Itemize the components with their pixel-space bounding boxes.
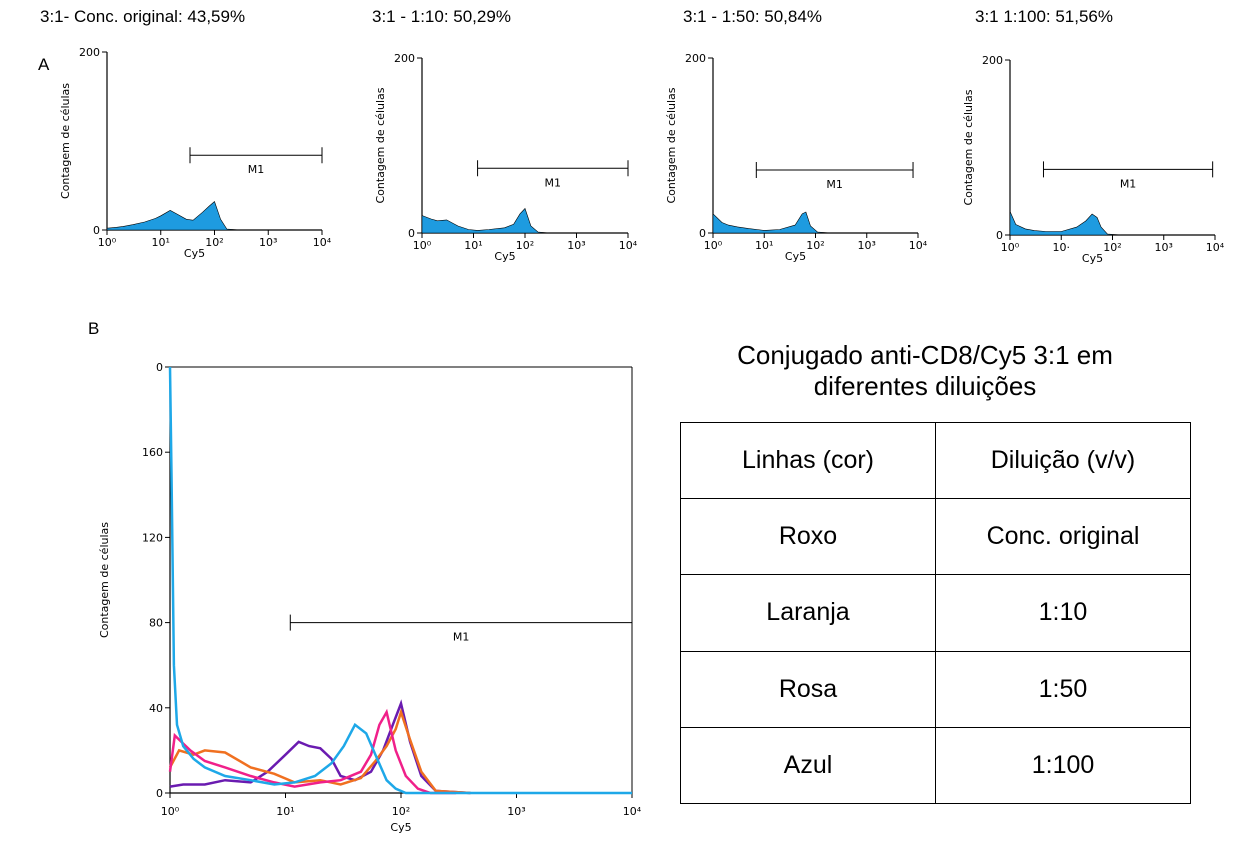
histogram-line xyxy=(168,708,457,795)
cell: 1:100 xyxy=(935,726,1191,805)
y-tick-label: 0 xyxy=(996,229,1003,242)
panel-label: A xyxy=(38,55,50,74)
cell: Roxo xyxy=(680,498,936,576)
cell: Conc. original xyxy=(935,498,1191,576)
y-tick-label: 0 xyxy=(699,227,706,240)
x-tick-label: 10⁴ xyxy=(909,239,928,252)
x-tick-label: 10¹ xyxy=(152,236,170,249)
y-axis-label: Contagem de células xyxy=(98,522,111,638)
y-tick-label: 200 xyxy=(685,52,706,65)
y-tick-label: 200 xyxy=(394,52,415,65)
table-caption: Conjugado anti-CD8/Cy5 3:1 em diferentes… xyxy=(737,340,1113,401)
y-tick-label: 0 xyxy=(93,224,100,237)
x-tick-label: 10² xyxy=(392,805,410,818)
x-tick-label: 10¹ xyxy=(755,239,773,252)
panel-label: B xyxy=(88,319,99,338)
gate-label: M1 xyxy=(1120,177,1137,190)
cell: Rosa xyxy=(680,650,936,728)
histogram-area xyxy=(106,200,322,231)
x-axis-label: Cy5 xyxy=(1082,252,1103,265)
x-tick-label: 10⁴ xyxy=(313,236,332,249)
table-header: Linhas (cor) Diluição (v/v) xyxy=(680,421,1191,500)
table-row: Azul 1:100 xyxy=(680,726,1191,805)
x-tick-label: 10⁰ xyxy=(98,236,117,249)
y-axis-label: Contagem de células xyxy=(59,83,72,199)
y-tick-label: 200 xyxy=(79,46,100,59)
histogram-line xyxy=(168,366,632,795)
gate-label: M1 xyxy=(453,631,470,644)
y-tick-label: 200 xyxy=(982,54,1003,67)
x-tick-label: 10² xyxy=(1103,241,1121,254)
x-axis-label: Cy5 xyxy=(390,821,411,834)
chart-title: 3:1 - 1:10: 50,29% xyxy=(372,7,511,26)
x-tick-label: 10² xyxy=(806,239,824,252)
y-tick-label: 0 xyxy=(408,227,415,240)
chart-title: 3:1 - 1:50: 50,84% xyxy=(683,7,822,26)
gate-label: M1 xyxy=(545,176,562,189)
histogram-line xyxy=(168,708,471,795)
x-tick-label: 10⁴ xyxy=(619,239,638,252)
x-tick-label: 10⁰ xyxy=(161,805,180,818)
y-tick-label: 120 xyxy=(142,531,163,544)
x-tick-label: 10³ xyxy=(259,236,277,249)
cell: 1:50 xyxy=(935,650,1191,728)
table-row: Rosa 1:50 xyxy=(680,650,1191,728)
cell: Laranja xyxy=(680,574,936,652)
x-tick-label: 10³ xyxy=(567,239,585,252)
cell: Azul xyxy=(680,726,936,805)
y-tick-label: 40 xyxy=(149,702,163,715)
x-tick-label: 10⁴ xyxy=(623,805,642,818)
histogram-area xyxy=(421,207,628,234)
x-tick-label: 10¹ xyxy=(276,805,294,818)
legend-table: Linhas (cor) Diluição (v/v) Roxo Conc. ori… xyxy=(680,421,1191,805)
x-axis-label: Cy5 xyxy=(184,247,205,260)
y-axis-label: Contagem de células xyxy=(374,87,387,203)
x-tick-label: 10⁰ xyxy=(704,239,723,252)
y-tick-label: 160 xyxy=(142,446,163,459)
gate-label: M1 xyxy=(826,178,843,191)
x-tick-label: 10² xyxy=(205,236,223,249)
x-tick-label: 10³ xyxy=(1155,241,1173,254)
y-tick-label: 80 xyxy=(149,617,163,630)
y-axis-label: Contagem de células xyxy=(962,89,975,205)
table-row: Laranja 1:10 xyxy=(680,574,1191,652)
chart-title: 3:1 1:100: 51,56% xyxy=(975,7,1113,26)
gate-label: M1 xyxy=(248,163,265,176)
x-axis-label: Cy5 xyxy=(494,250,515,263)
x-tick-label: 10¹ xyxy=(464,239,482,252)
x-tick-label: 10· xyxy=(1053,241,1071,254)
x-tick-label: 10² xyxy=(516,239,534,252)
x-tick-label: 10⁰ xyxy=(413,239,432,252)
x-tick-label: 10³ xyxy=(858,239,876,252)
cell: 1:10 xyxy=(935,574,1191,652)
chart-title: 3:1- Conc. original: 43,59% xyxy=(40,7,245,26)
x-tick-label: 10³ xyxy=(507,805,525,818)
histogram-area xyxy=(1009,211,1215,236)
x-tick-label: 10⁴ xyxy=(1206,241,1225,254)
x-tick-label: 10⁰ xyxy=(1001,241,1020,254)
histogram-area xyxy=(712,211,918,234)
table-row: Roxo Conc. original xyxy=(680,498,1191,576)
x-axis-label: Cy5 xyxy=(785,250,806,263)
y-axis-label: Contagem de células xyxy=(665,87,678,203)
header-cell: Linhas (cor) xyxy=(680,421,936,500)
header-cell: Diluição (v/v) xyxy=(935,421,1191,500)
y-tick-label: 0 xyxy=(156,361,163,374)
y-tick-label: 0 xyxy=(156,787,163,800)
